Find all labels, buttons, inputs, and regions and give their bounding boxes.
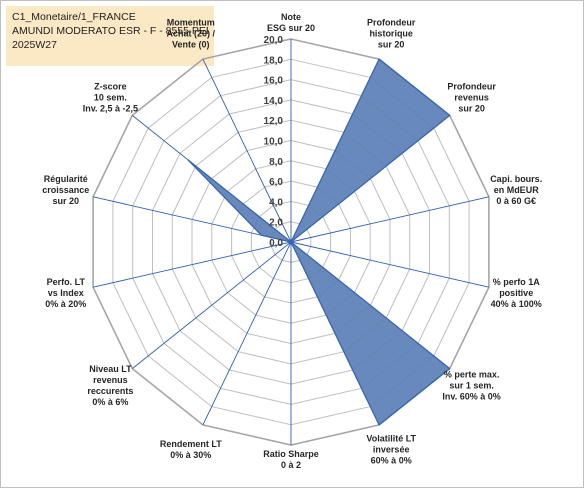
axis-label-line: Perfo. LT bbox=[47, 277, 86, 287]
axis-label-line: Profondeur bbox=[367, 17, 416, 27]
tick-label: 16,0 bbox=[264, 76, 284, 87]
tick-label: 12,0 bbox=[264, 116, 284, 127]
axis-label: Z-score 10 sem. Inv. 2,5 à -2,5 bbox=[83, 82, 138, 114]
axis-label-line: sur 20 bbox=[378, 39, 405, 49]
axis-label: Ratio Sharpe 0 à 2 bbox=[263, 449, 319, 470]
axis-spoke bbox=[92, 196, 292, 243]
axis-label-line: inversée bbox=[373, 445, 410, 455]
axis-label-line: 0% à 20% bbox=[45, 299, 86, 309]
axis-label-line: sur 20 bbox=[53, 196, 80, 206]
axis-label-line: sur 1 sem. bbox=[449, 381, 494, 391]
fund-category: C1_Monetaire/1_FRANCE bbox=[12, 11, 136, 23]
axis-label-line: Ratio Sharpe bbox=[263, 449, 319, 459]
series-area bbox=[187, 58, 451, 426]
axis-label-line: Capi. bours. bbox=[490, 174, 542, 184]
axis-label-line: positive bbox=[499, 288, 533, 298]
axis-label-line: reccurents bbox=[87, 386, 133, 396]
axis-label-line: Note bbox=[281, 12, 301, 22]
fund-name: AMUNDI MODERATO ESR - F - 8555 PERCO_SG … bbox=[12, 25, 208, 37]
axis-label-line: Momentum bbox=[167, 17, 215, 27]
axis-label: Perfo. LT vs Index 0% à 20% bbox=[45, 277, 86, 309]
tick-label: 14,0 bbox=[264, 96, 284, 107]
tick-label: 20,0 bbox=[264, 35, 284, 46]
axis-label-line: vs Index bbox=[48, 288, 84, 298]
tick-label: 2,0 bbox=[269, 218, 283, 229]
axis-label-line: revenus bbox=[454, 93, 489, 103]
axis-label: Momentum Achat (20) / Vente (0) bbox=[167, 17, 216, 49]
tick-label: 18,0 bbox=[264, 55, 284, 66]
axis-label-line: revenus bbox=[93, 375, 128, 385]
tick-label: 10,0 bbox=[264, 137, 284, 148]
axis-label-line: Rendement LT bbox=[160, 439, 222, 449]
axis-label-line: 10 sem. bbox=[94, 93, 127, 103]
tick-label: 4,0 bbox=[269, 197, 283, 208]
axis-spoke bbox=[202, 58, 292, 243]
axis-label-line: 0 à 2 bbox=[281, 460, 301, 470]
axis-label-line: croissance bbox=[42, 185, 89, 195]
axis-label-line: ESG sur 20 bbox=[267, 23, 315, 33]
axis-label-line: 60% à 0% bbox=[371, 456, 412, 466]
axis-label-line: % perfo 1A bbox=[493, 277, 541, 287]
axis-label: Profondeur historique sur 20 bbox=[367, 17, 416, 49]
axis-label-line: Niveau LT bbox=[89, 364, 132, 374]
axis-label: Volatilité LT inversée 60% à 0% bbox=[366, 434, 416, 466]
axis-label-line: Vente (0) bbox=[172, 39, 210, 49]
axis-spoke bbox=[290, 241, 490, 288]
axis-label-line: 40% à 100% bbox=[491, 299, 542, 309]
axis-label: Capi. bours. en MdEUR 0 à 60 G€ bbox=[490, 174, 542, 206]
axis-label-line: 0% à 30% bbox=[170, 450, 211, 460]
axis-label-line: Régularité bbox=[44, 174, 88, 184]
axis-label: % perte max. sur 1 sem. Inv. 60% à 0% bbox=[442, 370, 500, 402]
report-week: 2025W27 bbox=[12, 39, 57, 51]
axis-label: Régularité croissance sur 20 bbox=[42, 174, 89, 206]
axis-label-line: 0% à 6% bbox=[92, 397, 128, 407]
axis-label: Profondeur revenus sur 20 bbox=[447, 82, 496, 114]
tick-label: 0,0 bbox=[269, 238, 283, 249]
axis-label: % perfo 1A positive 40% à 100% bbox=[491, 277, 542, 309]
axis-spoke bbox=[290, 196, 490, 243]
axis-label-line: Z-score bbox=[94, 82, 127, 92]
axis-label-line: Inv. 2,5 à -2,5 bbox=[83, 104, 138, 114]
axis-label: Note ESG sur 20 bbox=[267, 12, 315, 33]
chart-header: C1_Monetaire/1_FRANCE AMUNDI MODERATO ES… bbox=[6, 6, 214, 66]
axis-label-line: Volatilité LT bbox=[366, 434, 416, 444]
axis-label-line: 0 à 60 G€ bbox=[496, 196, 536, 206]
axis-label-line: sur 20 bbox=[458, 104, 485, 114]
axis-spoke bbox=[92, 241, 292, 288]
axis-label-line: % perte max. bbox=[444, 370, 500, 380]
axis-spoke bbox=[202, 241, 292, 426]
radial-tick-labels: 0,0 2,0 4,0 6,0 8,0 10,0 12,0 14,0 16,0 18,0 20,0 bbox=[264, 35, 284, 249]
tick-label: 6,0 bbox=[269, 177, 283, 188]
axis-label-line: historique bbox=[369, 28, 413, 38]
axis-label-line: en MdEUR bbox=[494, 185, 540, 195]
axis-spoke bbox=[132, 241, 292, 369]
axis-label: Rendement LT 0% à 30% bbox=[160, 439, 222, 460]
axis-label-line: Inv. 60% à 0% bbox=[442, 392, 500, 402]
tick-label: 8,0 bbox=[269, 157, 283, 168]
axis-label-line: Profondeur bbox=[447, 82, 496, 92]
axis-label-line: Achat (20) / bbox=[167, 28, 216, 38]
axis-label: Niveau LT revenus reccurents 0% à 6% bbox=[87, 364, 133, 407]
